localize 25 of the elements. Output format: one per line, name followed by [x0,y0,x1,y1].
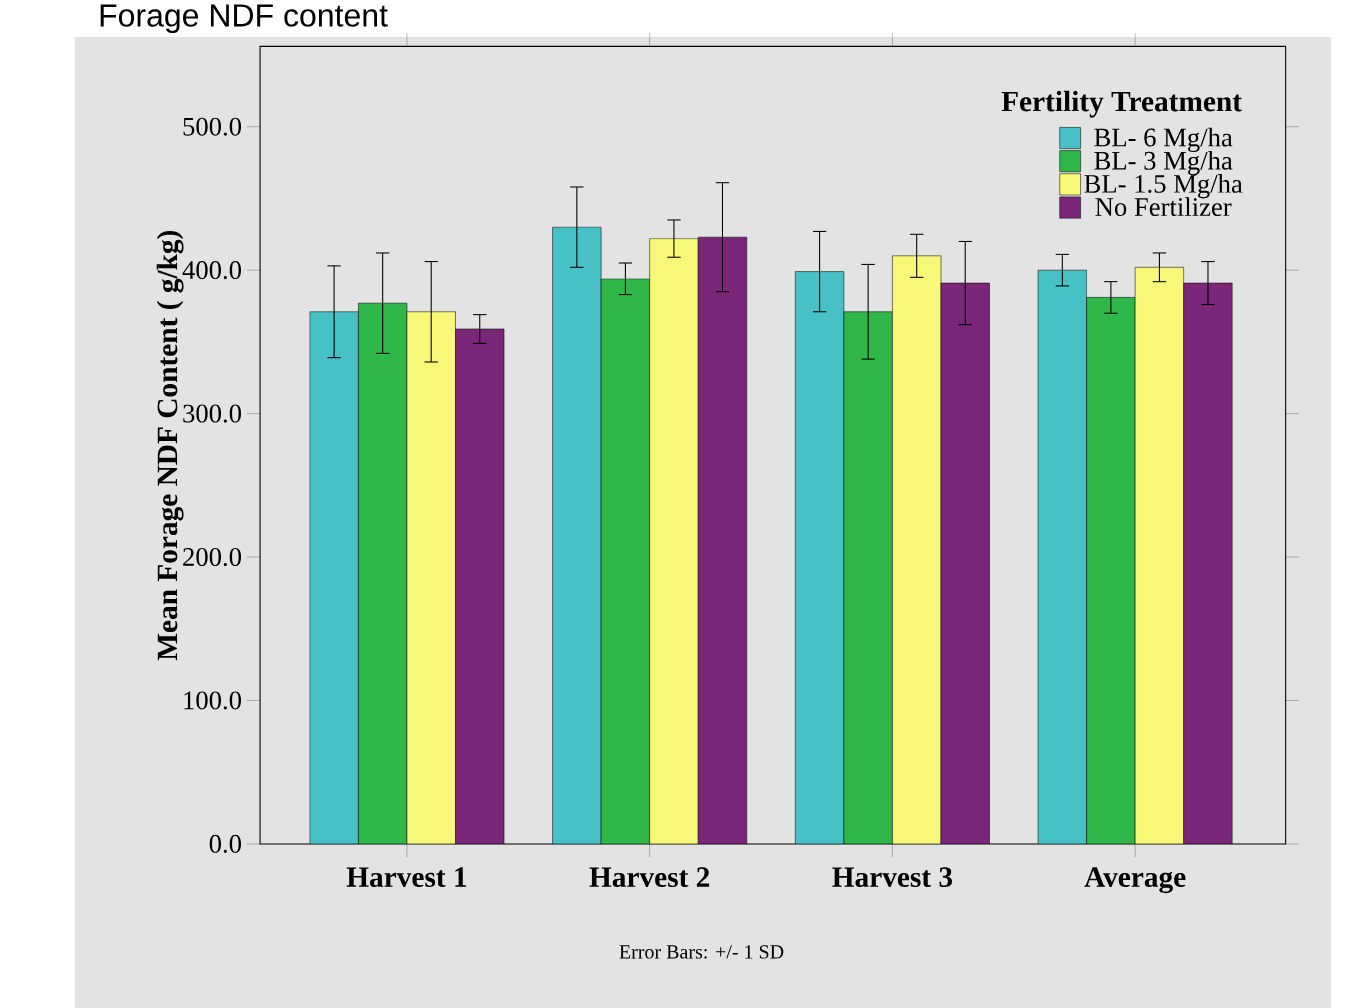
x-tick-label: Harvest 2 [589,867,710,888]
legend-label: BL- 1.5 Mg/ha [1084,174,1243,199]
bar [600,278,650,844]
y-tick-label: 200.0 [183,548,241,567]
x-tick-label: Harvest 1 [346,867,467,887]
x-tick-label: Harvest 3 [832,867,953,888]
legend-label: BL- 3 Mg/ha [1094,150,1233,176]
legend-title: Fertility Treatment [1001,90,1242,118]
bar [940,282,990,844]
bar [358,302,408,844]
y-tick-label: 500.0 [183,117,241,136]
y-tick-label: 300.0 [183,404,241,423]
bar [455,328,505,844]
y-axis-title: Mean Forage NDF Content ( g/kg) [156,230,184,661]
bar [1086,297,1136,844]
bar [697,236,748,844]
chart-title: Forage NDF content [100,4,388,34]
bar [843,311,893,844]
y-tick-label: 0.0 [209,834,241,853]
bar [1183,282,1233,844]
x-tick-label: Average [1084,867,1186,894]
y-tick-label: 400.0 [182,261,241,280]
y-tick-label: 100.0 [184,691,241,710]
text: Error Bars: +/- 1 SD [619,945,784,959]
legend-label: No Fertilizer [1095,197,1232,217]
